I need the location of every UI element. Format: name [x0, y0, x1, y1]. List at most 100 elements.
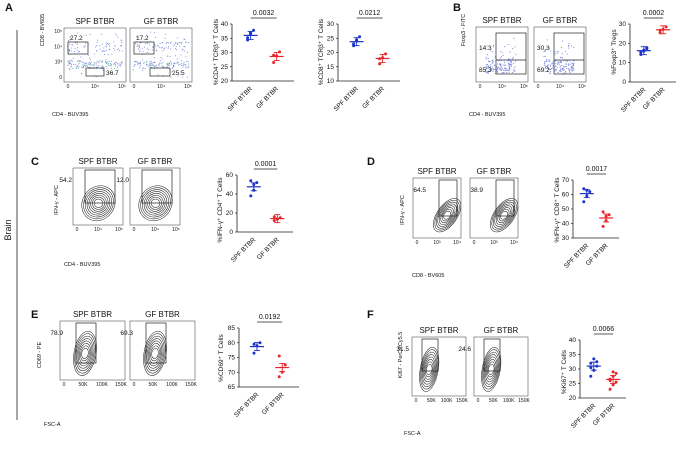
flow-event-dot: [161, 65, 163, 67]
flow-event-dot: [158, 45, 160, 47]
flow-event-dot: [491, 59, 493, 62]
dotplot-ytick-label: 30: [221, 50, 229, 57]
flow-event-dot: [103, 47, 105, 49]
flow-event-dot: [570, 67, 572, 69]
flow-event-dot: [110, 68, 112, 70]
flow-event-dot: [497, 67, 499, 69]
flow-event-dot: [121, 42, 123, 44]
flow-xlabel: CD4 - BUV395: [52, 112, 88, 118]
flow-event-dot: [545, 61, 547, 63]
flow-event-dot: [117, 63, 119, 65]
flow-event-dot: [181, 41, 183, 43]
flow-event-dot: [160, 56, 162, 59]
flow-plot: SPF BTBR 31.5 0 50K 100K 150K: [396, 326, 468, 404]
flow-gate: [553, 32, 585, 75]
flow-event-dot: [549, 72, 551, 74]
panel-d: D IFN-γ - APC CD8 - BV605 SPF BTBR 64.5 0 10³ 1…: [367, 156, 619, 279]
flow-event-dot: [77, 47, 79, 49]
dotplot-ytick-label: 30: [327, 21, 335, 28]
flow-event-dot: [149, 64, 151, 66]
flow-xtick-label: 100K: [503, 398, 515, 404]
flow-event-dot: [553, 59, 555, 61]
flow-event-dot: [81, 61, 83, 63]
flow-event-dot: [486, 64, 489, 66]
flow-event-dot: [83, 46, 85, 48]
flow-event-dot: [513, 37, 515, 39]
flow-event-dot: [485, 58, 487, 60]
flow-event-dot: [101, 65, 103, 67]
flow-event-dot: [82, 62, 84, 64]
flow-event-dot: [497, 72, 499, 74]
flow-plot-frame: [533, 26, 587, 83]
dotplot: 30 25 20 15 10%CD8⁺ TCRβ⁺ T Cells SPF BTBR GF …: [318, 10, 400, 113]
flow-event-dot: [184, 46, 186, 48]
flow-event-dot: [508, 63, 510, 65]
flow-contour-line: [426, 363, 433, 375]
flow-event-dot: [183, 46, 185, 48]
panel-letter-f: F: [367, 309, 374, 321]
panel-letter-e: E: [31, 309, 38, 321]
flow-event-dot: [174, 44, 176, 46]
flow-plot-frame: [473, 336, 529, 397]
flow-gate-value: 85.3: [479, 67, 492, 74]
flow-event-dot: [492, 46, 495, 48]
flow-event-dot: [105, 49, 107, 51]
flow-event-dot: [139, 47, 141, 49]
flow-event-dot: [569, 64, 571, 66]
flow-event-dot: [69, 62, 71, 64]
flow-event-dot: [76, 42, 78, 44]
flow-xtick-label: 10⁵: [115, 227, 123, 233]
flow-event-dot: [151, 64, 153, 66]
flow-plot: GF BTBR 69.3 0 50K 100K 150K: [120, 310, 197, 388]
flow-plot-frame: [63, 27, 127, 83]
flow-event-dot: [572, 69, 574, 71]
flow-event-dot: [153, 68, 155, 70]
flow-event-dot: [556, 52, 558, 54]
flow-event-dot: [70, 66, 72, 68]
flow-event-dot: [76, 49, 78, 51]
flow-event-dot: [104, 50, 106, 52]
flow-event-dot: [567, 64, 569, 66]
flow-event-dot: [114, 63, 117, 66]
flow-gate: [495, 32, 527, 75]
flow-event-dot: [500, 59, 502, 62]
flow-contour-line: [423, 356, 436, 383]
flow-event-dot: [570, 62, 572, 64]
flow-event-dot: [76, 43, 78, 46]
flow-contour-line: [438, 205, 456, 225]
flow-gate-value: 69.2: [537, 67, 550, 74]
flow-event-dot: [119, 65, 121, 67]
flow-event-dot: [165, 42, 168, 44]
flow-event-dot: [121, 45, 123, 47]
flow-event-dot: [515, 54, 517, 56]
flow-xlabel: CD4 - BUV395: [64, 262, 100, 268]
flow-event-dot: [544, 49, 546, 51]
flow-event-dot: [499, 63, 501, 65]
flow-event-dot: [113, 41, 115, 43]
flow-event-dot: [149, 63, 151, 65]
flow-event-dot: [159, 60, 161, 62]
flow-event-dot: [99, 48, 101, 50]
flow-contour-line: [437, 203, 457, 227]
dotplot-data-point: [611, 370, 615, 374]
flow-gate: [495, 179, 515, 217]
flow-event-dot: [149, 61, 151, 63]
flow-event-dot: [500, 51, 502, 53]
flow-event-dot: [170, 60, 172, 62]
flow-event-dot: [150, 60, 152, 63]
flow-event-dot: [166, 41, 168, 43]
flow-event-dot: [512, 69, 515, 71]
flow-xtick-label: 100K: [166, 382, 178, 388]
flow-event-dot: [565, 66, 567, 68]
flow-event-dot: [178, 42, 180, 44]
flow-event-dot: [146, 42, 148, 44]
flow-contour-line: [150, 345, 160, 362]
panel-c: C IFN-γ - APC CD4 - BUV395 SPF BTBR 54.2 0 10⁴…: [31, 156, 293, 268]
flow-plot-title: SPF BTBR: [78, 157, 117, 166]
flow-xtick-label: 50K: [489, 398, 499, 404]
flow-event-dot: [102, 43, 104, 45]
flow-event-dot: [513, 69, 515, 71]
flow-event-dot: [507, 60, 509, 62]
flow-event-dot: [185, 64, 187, 66]
